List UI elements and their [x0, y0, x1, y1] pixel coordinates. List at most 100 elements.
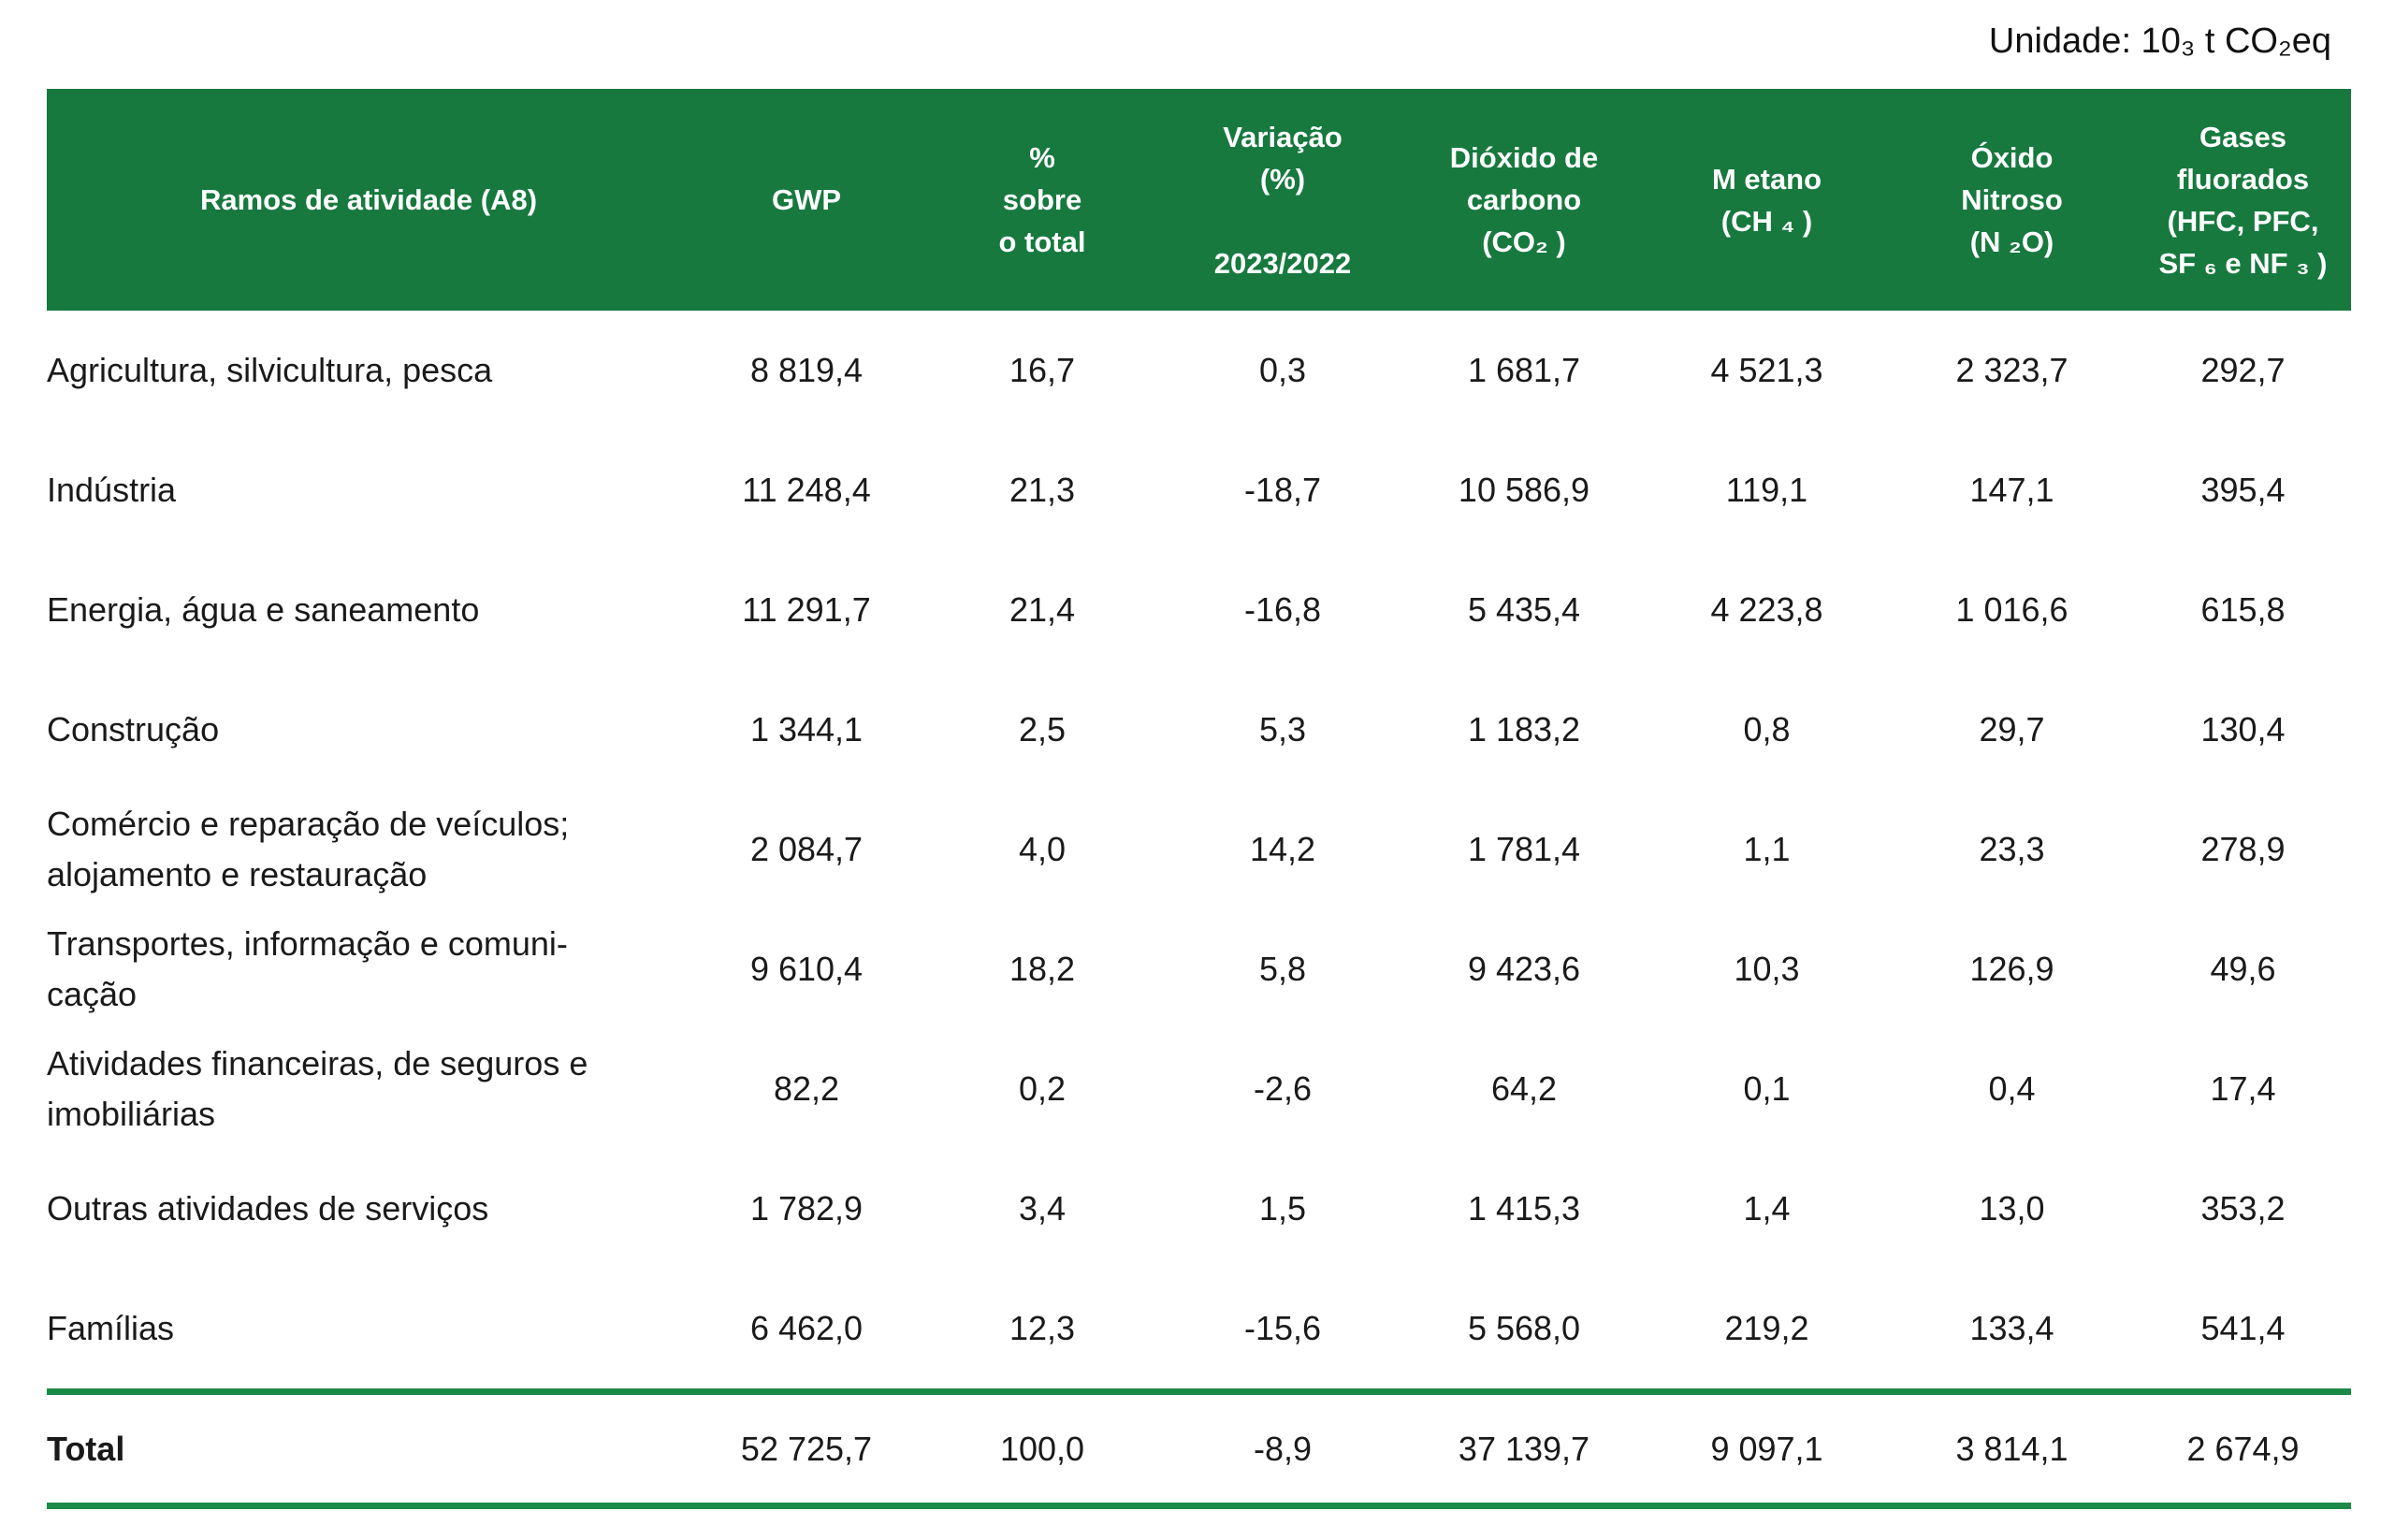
total-label: Total [47, 1388, 690, 1509]
cell-gases-fluorados: 49,6 [2210, 950, 2276, 988]
cell-gwp: 11 248,4 [742, 471, 871, 509]
cell-n2o: 126,9 [1969, 950, 2054, 988]
cell-pct-total: 4,0 [1018, 830, 1067, 868]
table-row: Famílias 6 462,0 12,3 -15,6 5 568,0 219,… [47, 1269, 2351, 1392]
cell-variacao: -8,9 [1162, 1388, 1403, 1509]
cell-gases-fluorados: 130,4 [2200, 710, 2286, 748]
cell-ch4: 1,4 [1743, 1189, 1791, 1228]
cell-ch4: 4 521,3 [1710, 351, 1823, 389]
cell-variacao: 14,2 [1249, 830, 1316, 868]
cell-n2o: 23,3 [1979, 830, 2045, 868]
cell-variacao: -16,8 [1243, 590, 1322, 629]
total-row: Total 52 725,7 100,0 -8,9 37 139,7 9 097… [47, 1388, 2351, 1509]
cell-variacao: 5,3 [1258, 710, 1307, 748]
cell-pct-total: 18,2 [1009, 950, 1076, 988]
cell-gases-fluorados: 2 674,9 [2135, 1388, 2351, 1509]
cell-gwp: 2 084,7 [749, 830, 864, 868]
row-label: Comércio e reparação de veículos; alojam… [47, 805, 570, 893]
cell-co2: 1 183,2 [1467, 710, 1581, 748]
cell-gases-fluorados: 541,4 [2200, 1309, 2286, 1347]
cell-n2o: 29,7 [1979, 710, 2045, 748]
cell-pct-total: 100,0 [922, 1388, 1162, 1509]
cell-variacao: 0,3 [1258, 351, 1307, 389]
cell-gases-fluorados: 353,2 [2200, 1189, 2286, 1228]
cell-gases-fluorados: 292,7 [2200, 351, 2286, 389]
cell-n2o: 3 814,1 [1889, 1388, 2135, 1509]
cell-ch4: 10,3 [1734, 950, 1800, 988]
col-header-gwp: GWP [690, 89, 922, 311]
table-row: Outras atividades de serviços 1 782,9 3,… [47, 1149, 2351, 1269]
cell-co2: 9 423,6 [1467, 950, 1581, 988]
emissions-table: Ramos de atividade (A8) GWP % sobre o to… [47, 89, 2351, 1509]
cell-ch4: 219,2 [1724, 1309, 1809, 1347]
cell-pct-total: 16,7 [1009, 351, 1076, 389]
cell-gwp: 9 610,4 [749, 950, 864, 988]
cell-gwp: 82,2 [773, 1069, 840, 1108]
cell-gwp: 52 725,7 [690, 1388, 922, 1509]
cell-gwp: 1 344,1 [749, 710, 864, 748]
cell-gases-fluorados: 17,4 [2210, 1069, 2276, 1108]
cell-n2o: 13,0 [1979, 1189, 2045, 1228]
cell-co2: 37 139,7 [1403, 1388, 1645, 1509]
col-header-n2o: Óxido Nitroso (N ₂O) [1889, 89, 2135, 311]
unit-note: Unidade: 10₃ t CO₂eq [1988, 22, 2331, 61]
cell-gases-fluorados: 278,9 [2200, 830, 2286, 868]
cell-co2: 1 415,3 [1467, 1189, 1581, 1228]
col-header-pct-total: % sobre o total [922, 89, 1162, 311]
col-header-ramos-atividade: Ramos de atividade (A8) [47, 89, 690, 311]
table-row: Comércio e reparação de veículos; alojam… [47, 790, 2351, 909]
cell-co2: 5 568,0 [1467, 1309, 1581, 1347]
table-row: Transportes, informação e comuni- cação … [47, 909, 2351, 1029]
table-row: Construção 1 344,1 2,5 5,3 1 183,2 0,8 2… [47, 670, 2351, 790]
table-row: Agricultura, silvicultura, pesca 8 819,4… [47, 311, 2351, 430]
cell-gases-fluorados: 615,8 [2200, 590, 2286, 629]
cell-ch4: 1,1 [1743, 830, 1791, 868]
col-header-variacao: Variação (%) 2023/2022 [1162, 89, 1403, 311]
row-label: Famílias [47, 1309, 175, 1347]
cell-gwp: 6 462,0 [749, 1309, 864, 1347]
cell-ch4: 0,8 [1743, 710, 1791, 748]
cell-co2: 5 435,4 [1467, 590, 1581, 629]
cell-ch4: 0,1 [1743, 1069, 1791, 1108]
cell-n2o: 147,1 [1969, 471, 2054, 509]
cell-pct-total: 3,4 [1018, 1189, 1067, 1228]
cell-n2o: 2 323,7 [1955, 351, 2068, 389]
cell-gwp: 11 291,7 [742, 590, 871, 629]
row-label: Construção [47, 710, 220, 748]
cell-variacao: -15,6 [1243, 1309, 1322, 1347]
cell-variacao: 5,8 [1258, 950, 1307, 988]
cell-n2o: 133,4 [1969, 1309, 2054, 1347]
col-header-ch4: M etano (CH ₄ ) [1645, 89, 1889, 311]
row-label: Atividades financeiras, de seguros e imo… [47, 1044, 588, 1133]
row-label: Transportes, informação e comuni- cação [47, 924, 568, 1013]
cell-co2: 10 586,9 [1458, 471, 1590, 509]
row-label: Outras atividades de serviços [47, 1189, 489, 1228]
cell-gwp: 1 782,9 [749, 1189, 864, 1228]
row-label: Energia, água e saneamento [47, 590, 480, 629]
cell-variacao: -18,7 [1243, 471, 1322, 509]
cell-pct-total: 21,3 [1009, 471, 1076, 509]
cell-co2: 64,2 [1490, 1069, 1558, 1108]
row-label: Agricultura, silvicultura, pesca [47, 351, 493, 389]
cell-co2: 1 681,7 [1467, 351, 1581, 389]
cell-ch4: 9 097,1 [1645, 1388, 1889, 1509]
cell-pct-total: 21,4 [1009, 590, 1076, 629]
cell-ch4: 4 223,8 [1710, 590, 1823, 629]
header-row: Ramos de atividade (A8) GWP % sobre o to… [47, 89, 2351, 311]
cell-variacao: -2,6 [1253, 1069, 1313, 1108]
col-header-gases-fluorados: Gases fluorados (HFC, PFC, SF ₆ e NF ₃ ) [2135, 89, 2351, 311]
col-header-co2: Dióxido de carbono (CO₂ ) [1403, 89, 1645, 311]
table-row: Indústria 11 248,4 21,3 -18,7 10 586,9 1… [47, 430, 2351, 550]
cell-pct-total: 0,2 [1018, 1069, 1067, 1108]
cell-variacao: 1,5 [1258, 1189, 1307, 1228]
table-row: Energia, água e saneamento 11 291,7 21,4… [47, 550, 2351, 670]
table-row: Atividades financeiras, de seguros e imo… [47, 1029, 2351, 1149]
cell-gases-fluorados: 395,4 [2200, 471, 2286, 509]
cell-pct-total: 2,5 [1018, 710, 1067, 748]
cell-ch4: 119,1 [1725, 471, 1808, 509]
cell-n2o: 1 016,6 [1955, 590, 2068, 629]
row-label: Indústria [47, 471, 177, 509]
cell-pct-total: 12,3 [1009, 1309, 1076, 1347]
cell-co2: 1 781,4 [1467, 830, 1581, 868]
